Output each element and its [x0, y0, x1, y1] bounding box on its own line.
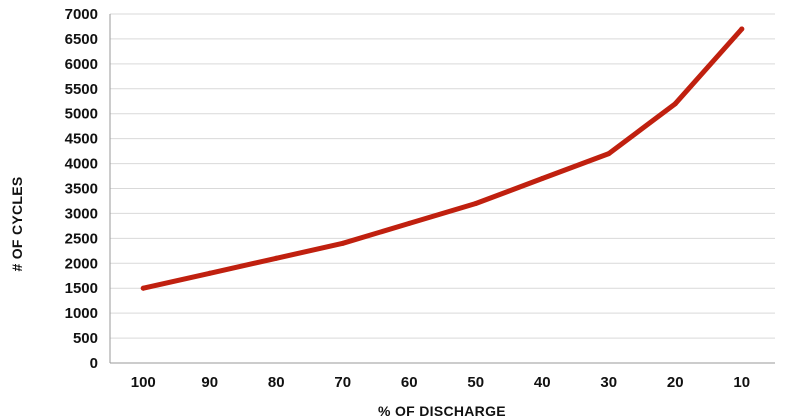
x-tick-label: 60: [401, 374, 418, 391]
data-point: [539, 176, 545, 182]
data-point: [340, 240, 346, 246]
y-tick-label: 6500: [65, 31, 98, 48]
x-tick-label: 20: [667, 374, 684, 391]
y-tick-label: 3500: [65, 181, 98, 198]
data-point: [606, 151, 612, 157]
y-tick-label: 2500: [65, 230, 98, 247]
x-tick-labels: 100 90 80 70 60 50 40 30 20 10: [131, 374, 750, 391]
x-tick-label: 90: [201, 374, 218, 391]
x-tick-label: 100: [131, 374, 156, 391]
data-point: [273, 255, 279, 261]
data-point: [140, 285, 146, 291]
y-tick-label: 2000: [65, 255, 98, 272]
y-tick-label: 500: [73, 330, 98, 347]
data-point: [739, 26, 745, 32]
data-point: [672, 101, 678, 107]
series-lines: [140, 26, 745, 291]
x-tick-label: 70: [334, 374, 351, 391]
y-axis-title: # OF CYCLES: [9, 176, 25, 271]
x-tick-label: 80: [268, 374, 285, 391]
y-tick-label: 6000: [65, 56, 98, 73]
y-tick-label: 4500: [65, 131, 98, 148]
y-tick-labels: 0 500 1000 1500 2000 2500 3000 3500 4000 4500 5000…: [65, 6, 98, 372]
y-tick-label: 1500: [65, 280, 98, 297]
grid-lines: [110, 13, 775, 339]
y-tick-label: 1000: [65, 305, 98, 322]
axes: [109, 14, 775, 364]
x-tick-label: 30: [600, 374, 617, 391]
data-point: [207, 270, 213, 276]
y-tick-label: 4000: [65, 156, 98, 173]
x-tick-label: 50: [467, 374, 484, 391]
y-tick-label: 5000: [65, 106, 98, 123]
y-tick-label: 7000: [65, 6, 98, 23]
y-tick-label: 3000: [65, 205, 98, 222]
x-tick-label: 10: [733, 374, 750, 391]
data-point: [406, 220, 412, 226]
x-axis-title: % OF DISCHARGE: [378, 403, 506, 419]
data-point: [473, 200, 479, 206]
y-tick-label: 0: [90, 355, 98, 372]
y-tick-label: 5500: [65, 81, 98, 98]
series-line: [140, 26, 745, 291]
x-tick-label: 40: [534, 374, 551, 391]
